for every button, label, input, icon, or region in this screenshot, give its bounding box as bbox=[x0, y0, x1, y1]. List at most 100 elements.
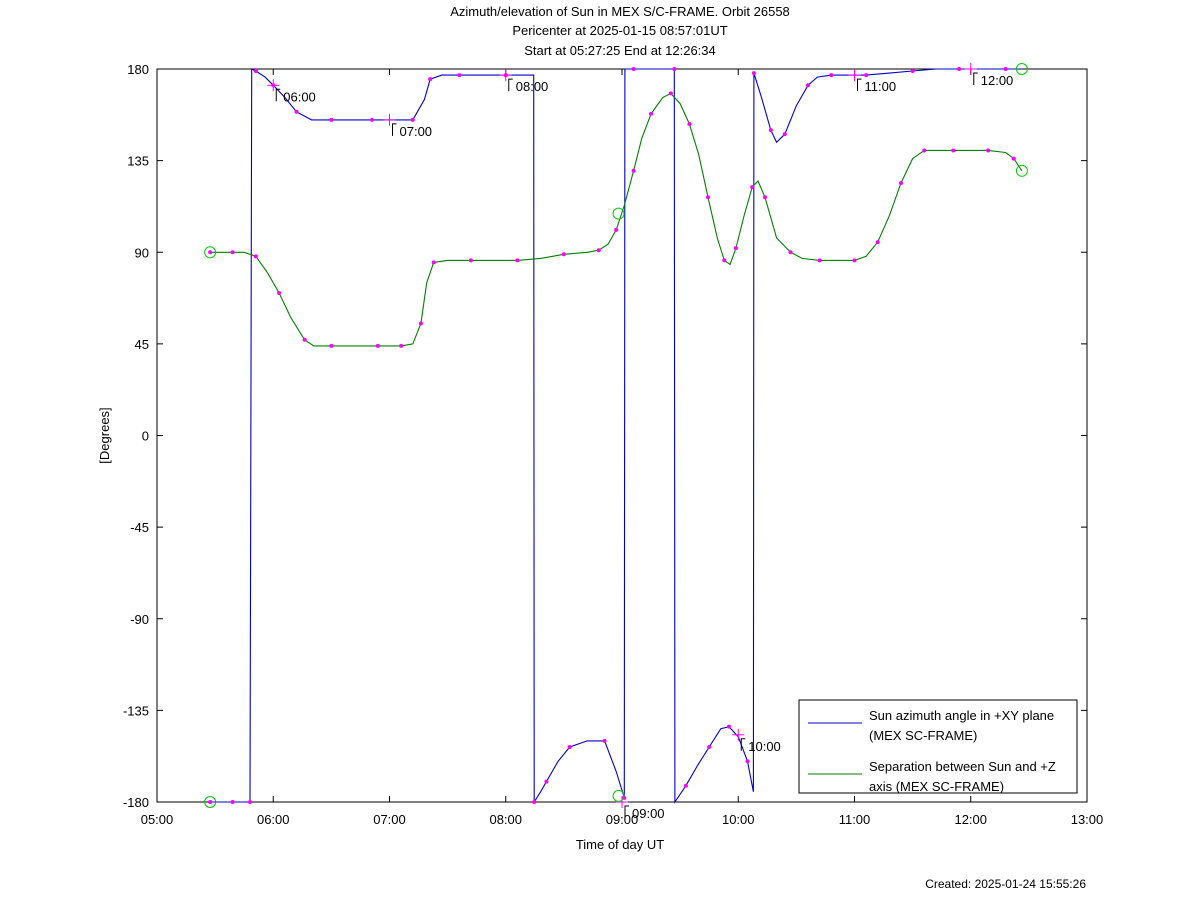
x-tick-label: 10:00 bbox=[722, 812, 755, 827]
data-point bbox=[910, 69, 915, 74]
data-point bbox=[750, 185, 755, 190]
data-point bbox=[782, 132, 787, 137]
data-point bbox=[806, 83, 810, 88]
data-point bbox=[922, 148, 927, 153]
event-circle-marker bbox=[1015, 63, 1028, 75]
data-point bbox=[726, 724, 731, 729]
x-axis-label: Time of day UT bbox=[576, 837, 664, 852]
data-point bbox=[329, 117, 334, 122]
x-tick-label: 05:00 bbox=[141, 812, 174, 827]
data-point bbox=[532, 800, 537, 804]
y-tick-label: 180 bbox=[127, 62, 149, 77]
hour-label: 06:00 bbox=[283, 89, 316, 104]
y-tick-label: -90 bbox=[130, 612, 149, 627]
data-point bbox=[230, 250, 235, 255]
data-point bbox=[957, 67, 962, 71]
legend-label: (MEX SC-FRAME) bbox=[869, 728, 977, 743]
data-point bbox=[418, 321, 423, 326]
data-point bbox=[1003, 67, 1008, 71]
data-point bbox=[829, 73, 834, 78]
data-point bbox=[875, 240, 880, 245]
y-tick-label: -135 bbox=[123, 703, 149, 718]
y-axis-label: [Degrees] bbox=[97, 407, 112, 463]
event-circle-marker bbox=[1015, 164, 1028, 177]
y-tick-label: -45 bbox=[130, 520, 149, 535]
data-point bbox=[410, 117, 415, 122]
data-point bbox=[614, 227, 619, 232]
data-point bbox=[631, 168, 636, 173]
data-point bbox=[468, 258, 473, 263]
x-tick-label: 07:00 bbox=[373, 812, 406, 827]
event-circle-marker bbox=[204, 796, 217, 808]
hour-label: 10:00 bbox=[748, 739, 781, 754]
y-tick-label: 135 bbox=[127, 154, 149, 169]
event-circle-marker bbox=[612, 207, 625, 220]
data-point bbox=[431, 260, 436, 265]
hour-label-pointer bbox=[392, 123, 397, 136]
y-tick-label: 45 bbox=[135, 337, 149, 352]
data-point bbox=[745, 759, 750, 764]
series-line-azimuth bbox=[210, 68, 1022, 804]
hour-label: 07:00 bbox=[400, 124, 433, 139]
legend-label: Sun azimuth angle in +XY plane bbox=[869, 708, 1054, 723]
data-point bbox=[864, 73, 869, 78]
title-line-2: Pericenter at 2025-01-15 08:57:01UT bbox=[512, 23, 728, 38]
hour-label: 08:00 bbox=[516, 79, 549, 94]
event-circle-marker bbox=[204, 246, 217, 259]
data-point bbox=[515, 258, 520, 263]
data-point bbox=[631, 67, 636, 71]
data-point bbox=[602, 738, 607, 743]
data-point bbox=[302, 337, 307, 342]
y-tick-label: 0 bbox=[142, 429, 149, 444]
hour-label-pointer bbox=[624, 805, 629, 818]
data-point bbox=[788, 250, 793, 255]
y-tick-label: 90 bbox=[135, 245, 149, 260]
plot-frame bbox=[156, 68, 1088, 803]
title-line-1: Azimuth/elevation of Sun in MEX S/C-FRAM… bbox=[450, 4, 790, 19]
hour-label: 11:00 bbox=[865, 79, 897, 94]
x-tick-label: 09:00 bbox=[606, 812, 639, 827]
x-tick-label: 11:00 bbox=[839, 812, 871, 827]
hour-label: 12:00 bbox=[981, 73, 1014, 88]
data-point bbox=[329, 343, 334, 348]
data-point bbox=[817, 258, 822, 263]
data-point bbox=[668, 91, 673, 96]
legend-box bbox=[798, 699, 1078, 794]
data-point bbox=[751, 71, 756, 76]
created-timestamp: Created: 2025-01-24 15:55:26 bbox=[925, 877, 1086, 891]
data-point bbox=[683, 783, 688, 788]
data-point bbox=[733, 246, 738, 251]
data-point bbox=[1011, 156, 1016, 161]
data-point bbox=[277, 290, 282, 295]
hour-label-pointer bbox=[973, 72, 978, 85]
title-line-3: Start at 05:27:25 End at 12:26:34 bbox=[524, 43, 716, 58]
data-point bbox=[687, 121, 692, 126]
legend-label: Separation between Sun and +Z bbox=[869, 759, 1056, 774]
data-point bbox=[596, 248, 601, 253]
data-point bbox=[852, 258, 857, 263]
data-point bbox=[208, 250, 213, 255]
x-tick-label: 13:00 bbox=[1071, 812, 1104, 827]
data-point bbox=[248, 800, 252, 804]
data-point bbox=[986, 148, 991, 153]
hour-label-pointer bbox=[275, 88, 281, 102]
data-point bbox=[561, 252, 566, 257]
legend: Sun azimuth angle in +XY plane (MEX SC-FR… bbox=[798, 699, 1078, 794]
hour-label: 09:00 bbox=[632, 806, 665, 821]
x-tick-label: 12:00 bbox=[954, 812, 987, 827]
x-tick-label: 08:00 bbox=[489, 812, 522, 827]
hour-label-pointer bbox=[857, 78, 862, 92]
data-point bbox=[544, 779, 549, 784]
data-point bbox=[706, 195, 711, 200]
data-point bbox=[649, 111, 654, 116]
data-point bbox=[428, 77, 433, 82]
data-point bbox=[722, 258, 727, 263]
data-point bbox=[370, 117, 375, 122]
data-point bbox=[567, 745, 572, 750]
hour-label-pointer bbox=[740, 738, 746, 751]
data-point bbox=[457, 73, 462, 78]
series-line-separation bbox=[210, 92, 1023, 347]
y-tick-label: -180 bbox=[123, 795, 149, 810]
data-point bbox=[672, 67, 677, 71]
data-point bbox=[230, 800, 235, 804]
